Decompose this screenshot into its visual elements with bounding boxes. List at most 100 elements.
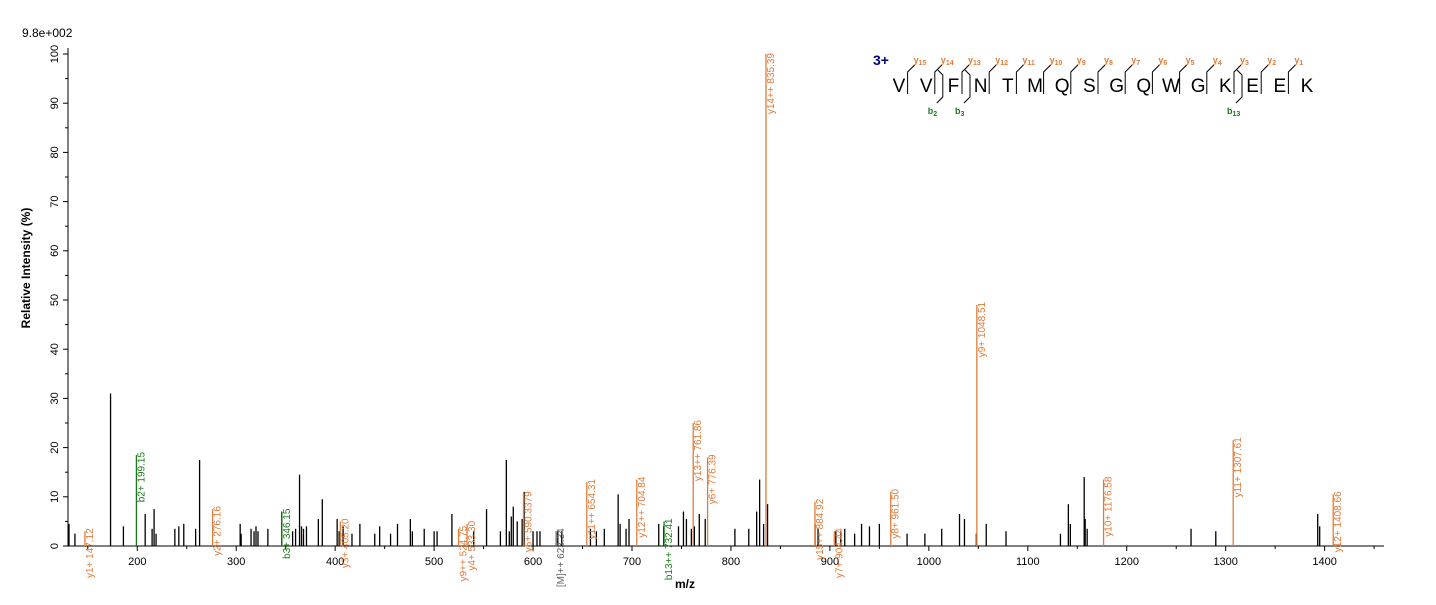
- peak-label: y12+ 1408.66: [1333, 491, 1344, 552]
- peak-label: y11++ 654.31: [587, 479, 598, 540]
- x-tick-label: 200: [128, 556, 146, 568]
- peak-label: y3+ 405.20: [340, 518, 351, 568]
- y-ion-tag: y3: [1240, 55, 1249, 67]
- y-tick-label: 10: [49, 491, 61, 503]
- b-ion-tag: b2: [928, 106, 938, 118]
- sequence-residue: E: [1246, 76, 1259, 97]
- x-tick-label: 1400: [1312, 556, 1336, 568]
- y-tick-label: 20: [49, 441, 61, 453]
- peak-label: y11+ 1307.61: [1233, 437, 1244, 498]
- sequence-residue: K: [1301, 76, 1314, 97]
- y-ion-cleavage-marker: [1070, 64, 1079, 94]
- sequence-residue: Q: [1055, 76, 1070, 97]
- y-tick-label: 30: [49, 392, 61, 404]
- y-ion-tag: y5: [1186, 55, 1195, 67]
- b-ion-cleavage-marker: [963, 69, 971, 104]
- x-tick-label: 300: [227, 556, 245, 568]
- sequence-residue: V: [920, 76, 933, 97]
- y-ion-cleavage-marker: [1015, 64, 1024, 94]
- x-tick-label: 1200: [1114, 556, 1138, 568]
- y-ion-cleavage-marker: [1233, 64, 1242, 94]
- peak-label: y2+ 276.16: [213, 506, 224, 556]
- y-ion-cleavage-marker: [1287, 64, 1296, 94]
- sequence-residue: V: [893, 76, 906, 97]
- y-ion-cleavage-marker: [1151, 64, 1160, 94]
- peak-label: y9++ 524.75: [459, 525, 470, 581]
- y-ion-cleavage-marker: [1043, 64, 1051, 94]
- peak-label: y10+ 1176.58: [1104, 476, 1115, 537]
- y-ion-cleavage-marker: [1124, 64, 1133, 94]
- x-tick-label: 400: [326, 556, 344, 568]
- y-ion-cleavage-marker: [988, 64, 997, 94]
- y-tick-label: 0: [49, 543, 61, 549]
- peak-label: b2+ 199.15: [136, 452, 147, 503]
- x-axis-title: m/z: [675, 577, 695, 591]
- y-axis-title: Relative Intensity (%): [19, 208, 33, 329]
- x-tick-label: 1300: [1213, 556, 1237, 568]
- sequence-residue: K: [1219, 76, 1232, 97]
- y-ion-tag: y8: [1104, 55, 1113, 67]
- peak-label: y13++ 761.86: [693, 420, 704, 482]
- sequence-residue: F: [948, 76, 960, 97]
- intensity-scale-label: 9.8e+002: [22, 26, 73, 40]
- sequence-residue: S: [1083, 76, 1096, 97]
- x-tick-label: 700: [623, 556, 641, 568]
- y-ion-cleavage-marker: [1097, 64, 1106, 94]
- peak-label: y15++ 884.92: [815, 498, 826, 560]
- sequence-residue: M: [1027, 76, 1043, 97]
- y-ion-cleavage-marker: [1260, 64, 1269, 94]
- peak-label: [M]++ 623.34: [556, 528, 567, 587]
- peak-label: y12++ 704.84: [637, 476, 648, 538]
- y-tick-label: 80: [49, 146, 61, 158]
- b-ion-cleavage-marker: [1235, 69, 1243, 104]
- y-ion-tag: y4: [1213, 55, 1222, 67]
- y-ion-cleavage-marker: [1206, 64, 1215, 94]
- sequence-residue: N: [974, 76, 988, 97]
- y-ion-cleavage-marker: [961, 64, 970, 94]
- peak-label: y6+ 776.39: [708, 454, 719, 504]
- x-tick-label: 1100: [1016, 556, 1040, 568]
- x-tick-label: 900: [821, 556, 839, 568]
- sequence-residue: E: [1273, 76, 1286, 97]
- y-ion-cleavage-marker: [934, 64, 943, 94]
- peak-label: y5+ 590.3379: [523, 491, 534, 552]
- y-ion-cleavage-marker: [1179, 64, 1187, 94]
- y-tick-label: 60: [49, 245, 61, 257]
- y-ion-tag: y12: [995, 55, 1008, 67]
- y-ion-tag: y2: [1267, 55, 1276, 67]
- sequence-residue: G: [1109, 76, 1124, 97]
- peak-label: y14++ 835.39: [766, 53, 777, 115]
- sequence-residue: W: [1162, 76, 1180, 97]
- peak-label: y7+ 904.44: [834, 528, 845, 578]
- y-tick-label: 50: [49, 294, 61, 306]
- peak-label: y8+ 961.50: [891, 488, 902, 538]
- x-tick-label: 800: [722, 556, 740, 568]
- plot-area: 0 10 20 30 40 50 60 70 80 90 100 200 300 400 500 600 700…: [49, 45, 1384, 587]
- x-tick-label: 500: [425, 556, 443, 568]
- y-ion-tag: y15: [914, 55, 927, 67]
- x-tick-label: 600: [524, 556, 542, 568]
- y-ion-tag: y9: [1077, 55, 1086, 67]
- peak-label: y4+ 533.30: [467, 520, 478, 570]
- peak-label: y1+ 147.12: [85, 528, 96, 578]
- sequence-residue: G: [1191, 76, 1206, 97]
- y-ion-tag: y10: [1050, 55, 1063, 67]
- peak-label: b3+ 346.15: [282, 508, 293, 559]
- b-ion-cleavage-marker: [936, 69, 944, 104]
- y-ion-tag: y6: [1158, 55, 1167, 67]
- y-tick-label: 40: [49, 343, 61, 355]
- y-ion-tag: y7: [1131, 55, 1140, 67]
- y-ion-tag: y1: [1294, 55, 1303, 67]
- y-tick-label: 70: [49, 195, 61, 207]
- y-ion-cleavage-marker: [907, 64, 915, 94]
- peak-label: y9+ 1048.51: [977, 301, 988, 357]
- y-tick-label: 100: [49, 45, 61, 63]
- y-ion-tag: y14: [941, 55, 954, 67]
- b-ion-tag: b13: [1227, 106, 1240, 118]
- b-ion-tag: b3: [955, 106, 965, 118]
- y-ion-tag: y11: [1022, 55, 1035, 67]
- sequence-residue: T: [1002, 76, 1014, 97]
- y-tick-label: 90: [49, 97, 61, 109]
